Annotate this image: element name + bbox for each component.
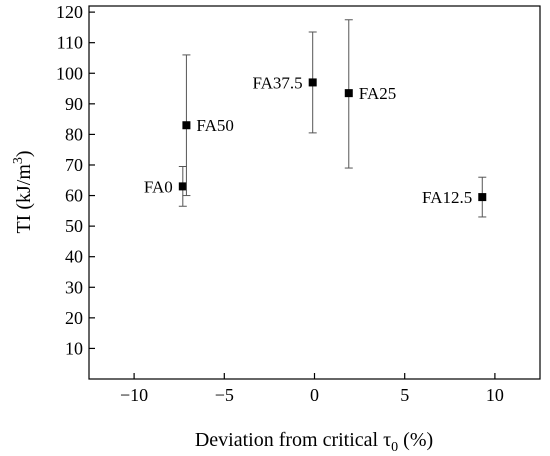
x-axis-title: Deviation from critical τ0 (%) [195,429,433,455]
x-tick-label: −5 [215,385,234,405]
y-tick-label: 60 [65,186,83,206]
y-tick-label: 110 [57,33,83,53]
x-tick-label: −10 [120,385,148,405]
data-point-label: FA0 [144,177,173,196]
y-tick-label: 20 [65,308,83,328]
y-tick-label: 70 [65,155,83,175]
x-tick-label: 5 [400,385,409,405]
y-tick-label: 50 [65,216,83,236]
y-tick-label: 100 [56,63,83,83]
data-point-marker [308,78,317,87]
data-point-label: FA37.5 [252,73,302,92]
data-point-label: FA50 [196,116,233,135]
y-tick-label: 80 [65,124,83,144]
data-point-marker [478,193,487,202]
data-point-marker [182,121,191,130]
data-point-marker [178,182,187,191]
data-points: FA0 FA12.5 FA25 FA37.5 FA50 [144,19,487,218]
data-point-label: FA12.5 [422,188,472,207]
y-tick-label: 40 [65,247,83,267]
data-point-marker [344,89,353,98]
y-axis-ticks: 10 20 30 40 50 60 70 80 90 100 110 120 [56,2,95,358]
x-axis-ticks: −10 −5 0 5 10 [120,373,504,405]
x-tick-label: 10 [486,385,504,405]
y-tick-label: 90 [65,94,83,114]
y-tick-label: 120 [56,2,83,22]
y-axis-title: TI (kJ/m3) [11,150,35,233]
x-tick-label: 0 [310,385,319,405]
y-tick-label: 10 [65,338,83,358]
y-tick-label: 30 [65,277,83,297]
data-point-label: FA25 [359,84,396,103]
